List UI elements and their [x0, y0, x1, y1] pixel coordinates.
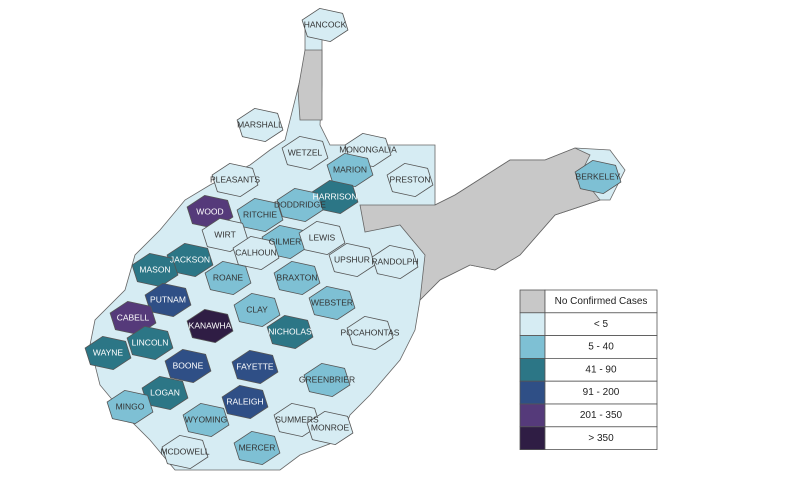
- county-label: MERCER: [239, 442, 276, 452]
- county-label: UPSHUR: [334, 254, 370, 264]
- county-label: SUMMERS: [275, 414, 319, 424]
- county-label: MONONGALIA: [339, 144, 397, 154]
- county: [182, 402, 230, 438]
- county-label: NICHOLAS: [268, 326, 312, 336]
- county-label: MARSHALL: [237, 119, 283, 129]
- counties: HANCOCK MARSHALL WETZEL MONONGALIA PRESTON MA…: [84, 7, 622, 470]
- county-label: POCAHONTAS: [341, 327, 400, 337]
- county: [126, 325, 174, 361]
- county: [298, 220, 346, 256]
- county: [306, 410, 354, 446]
- county-label: HARRISON: [313, 191, 358, 201]
- county-label: PRESTON: [390, 174, 431, 184]
- county-label: MINGO: [116, 401, 145, 411]
- county: [161, 434, 209, 470]
- county: [231, 349, 279, 385]
- county-label: WEBSTER: [311, 297, 353, 307]
- county: [371, 244, 419, 280]
- county: [236, 107, 284, 143]
- county-label: CLAY: [246, 304, 268, 314]
- county: [276, 187, 324, 223]
- county-label: LINCOLN: [132, 337, 169, 347]
- county: [301, 7, 349, 43]
- county-label: MONROE: [311, 422, 350, 432]
- legend-label: 41 - 90: [585, 364, 617, 375]
- county: [346, 315, 394, 351]
- county: [141, 375, 189, 411]
- legend-label: 5 - 40: [588, 342, 614, 353]
- legend-cell: [544, 426, 658, 450]
- county-label: FAYETTE: [236, 361, 273, 371]
- county-label: RANDOLPH: [371, 256, 418, 266]
- county: [106, 389, 154, 425]
- county: [273, 260, 321, 296]
- county: [308, 285, 356, 321]
- legend-swatch: [519, 426, 546, 450]
- county-label: ROANE: [213, 272, 244, 282]
- no-case-region: [359, 147, 601, 302]
- county-label: RALEIGH: [226, 396, 263, 406]
- county: [233, 430, 281, 466]
- legend-label: < 5: [594, 319, 609, 330]
- county: [186, 308, 234, 344]
- legend-label: 91 - 200: [583, 387, 620, 398]
- legend-label: > 350: [588, 433, 614, 444]
- county-label: BOONE: [173, 360, 204, 370]
- county: [233, 292, 281, 328]
- county: [386, 162, 434, 198]
- county: [211, 162, 259, 198]
- county-label: LEWIS: [309, 232, 336, 242]
- county-label: WETZEL: [288, 147, 323, 157]
- legend: No Confirmed Cases < 5 5 - 40 41 - 90 91 - 2…: [519, 289, 658, 450]
- legend-swatch: [519, 312, 546, 336]
- county: [232, 235, 280, 271]
- county-label: MASON: [139, 264, 170, 274]
- county: [166, 242, 214, 278]
- legend-label: No Confirmed Cases: [555, 296, 648, 307]
- county: [221, 384, 269, 420]
- county: [164, 348, 212, 384]
- county: [204, 260, 252, 296]
- county: [144, 282, 192, 318]
- legend-swatch: [519, 289, 546, 314]
- county-label: JACKSON: [170, 254, 210, 264]
- county-label: DODDRIDGE: [274, 199, 326, 209]
- no-case-region: [297, 49, 323, 121]
- legend-swatch: [519, 335, 546, 359]
- county: [303, 362, 351, 398]
- county-label: BRAXTON: [277, 272, 318, 282]
- county-label: WAYNE: [93, 347, 124, 357]
- county-label: MCDOWELL: [160, 446, 209, 456]
- county-label: HANCOCK: [304, 19, 347, 29]
- county: [281, 135, 329, 171]
- county-label: CALHOUN: [235, 247, 277, 257]
- county-label: GREENBRIER: [299, 374, 355, 384]
- county: [201, 217, 249, 253]
- legend-swatch: [519, 380, 546, 405]
- legend-swatch: [519, 357, 546, 382]
- county-label: LOGAN: [150, 387, 180, 397]
- county-label: WOOD: [196, 206, 223, 216]
- county: [236, 197, 284, 233]
- county-label: RITCHIE: [243, 209, 277, 219]
- county-label: GILMER: [269, 236, 302, 246]
- county: [574, 159, 622, 195]
- legend-swatch: [519, 403, 546, 428]
- county-label: PLEASANTS: [210, 174, 260, 184]
- county-label: WYOMING: [185, 414, 228, 424]
- county-label: KANAWHA: [189, 320, 232, 330]
- county-label: CABELL: [117, 312, 150, 322]
- county-label: PUTNAM: [150, 294, 186, 304]
- county: [84, 335, 132, 371]
- county-label: MARION: [333, 164, 367, 174]
- county: [326, 152, 374, 188]
- legend-label: 201 - 350: [580, 410, 623, 421]
- county-label: BERKELEY: [576, 171, 621, 181]
- county: [266, 314, 314, 350]
- county-label: WIRT: [214, 229, 236, 239]
- county: [328, 242, 376, 278]
